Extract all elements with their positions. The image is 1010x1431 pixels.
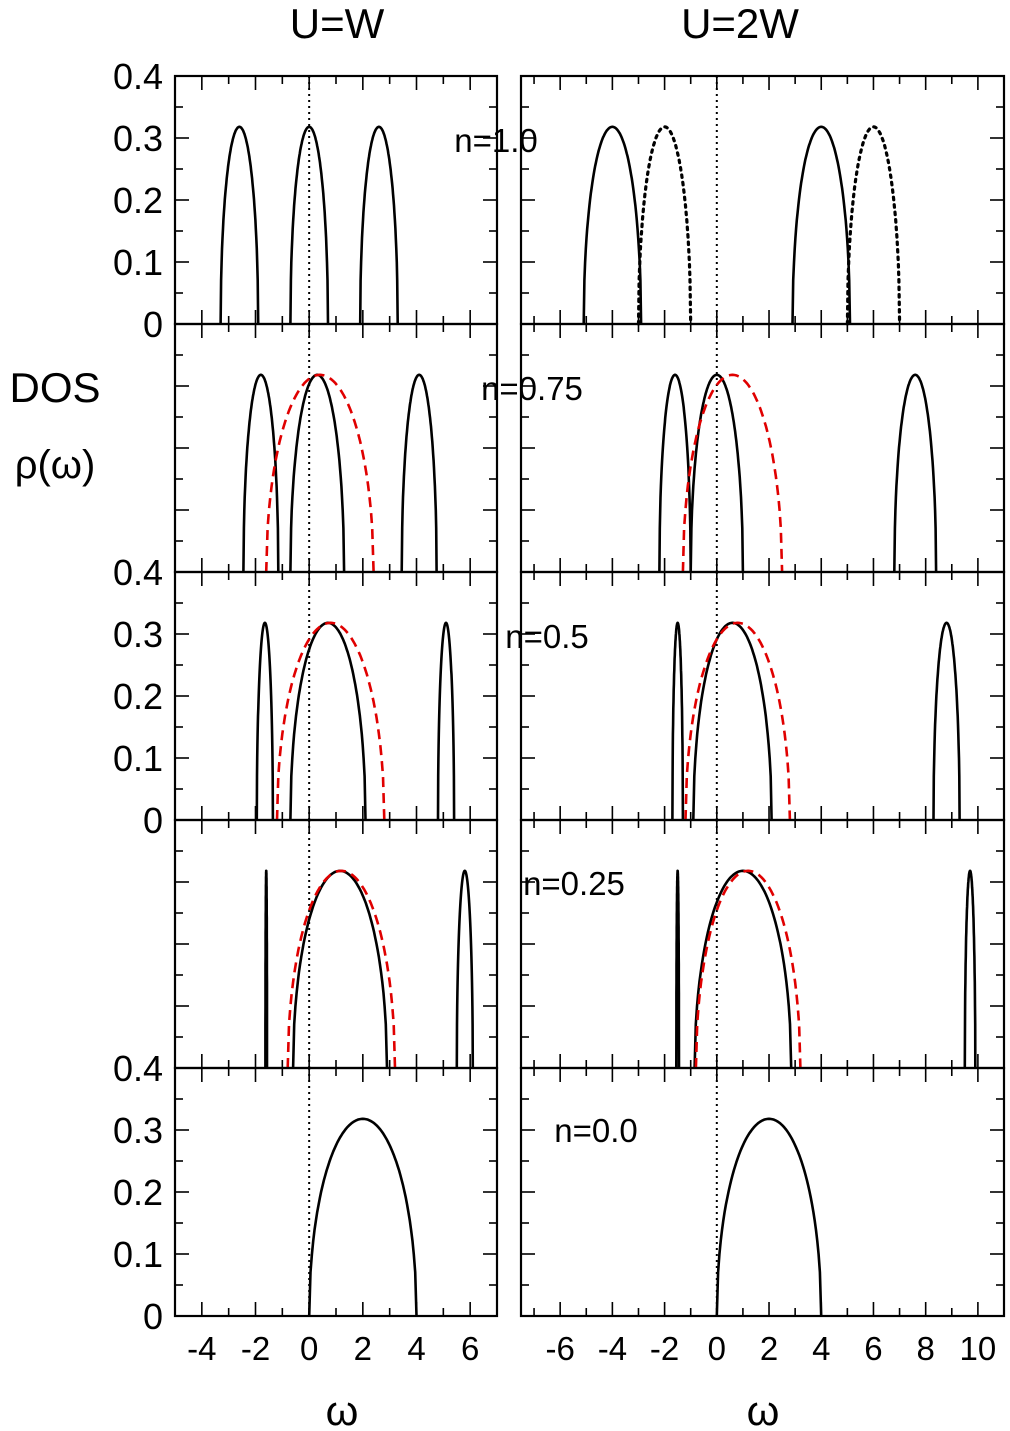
panel-u2w-row-2	[519, 570, 1006, 822]
y-tick-label: 0.4	[113, 56, 163, 97]
dos-band-dashed-red-3	[286, 869, 397, 1069]
column-title-left: U=W	[290, 0, 385, 47]
x-tick-label: -4	[187, 1330, 216, 1367]
x-tick-label: 2	[354, 1330, 372, 1367]
dos-band-dashed-red-3	[694, 869, 802, 1069]
dos-band-solid-1	[289, 373, 346, 573]
y-tick-label: 0	[143, 304, 163, 345]
dos-band-solid-0	[582, 125, 643, 325]
dos-band-solid-2	[400, 373, 438, 573]
dos-band-dotted-1	[636, 125, 693, 326]
y-tick-label: 0.3	[113, 614, 163, 655]
panel-frame	[519, 1066, 1006, 1318]
y-tick-label: 0	[143, 1296, 163, 1337]
dos-band-dashed-red-3	[264, 373, 375, 573]
dos-band-solid-0	[255, 621, 275, 821]
panel-u2w-row-4: -6 -4 -2 0 2 4 6 8 10	[519, 1066, 1006, 1367]
x-tick-label: 4	[407, 1330, 425, 1367]
panel-uw-row-4: n=0.000.10.20.30.4-4 -2 0 2 4 6	[113, 1048, 638, 1367]
dos-band-solid-0	[675, 869, 681, 1069]
panel-u2w-row-3	[519, 818, 1006, 1070]
panel-label-n: n=0.25	[523, 865, 625, 902]
x-tick-label: 4	[812, 1330, 830, 1367]
y-tick-label: 0.1	[113, 1234, 163, 1275]
y-tick-label: 0.1	[113, 738, 163, 779]
x-axis-label-left: ω	[326, 1387, 359, 1431]
y-tick-label: 0.4	[113, 1048, 163, 1089]
column-title-right: U=2W	[681, 0, 799, 47]
x-tick-label: 6	[461, 1330, 479, 1367]
panel-label-n: n=1.0	[454, 122, 538, 159]
panel-uw-row-0: n=1.0 0 0.1 0.2 0.3 0.4	[113, 56, 538, 345]
dos-band-solid-0	[671, 621, 685, 821]
panel-frame	[173, 818, 499, 1070]
dos-band-solid-1	[692, 621, 773, 821]
y-tick-label: 0.2	[113, 1172, 163, 1213]
dos-band-dashed-red-3	[275, 621, 386, 821]
panel-frame	[519, 74, 1006, 326]
dos-band-solid-0	[715, 1117, 823, 1317]
dos-band-solid-1	[689, 373, 745, 573]
dos-band-solid-1	[693, 869, 793, 1069]
x-tick-label: 0	[708, 1330, 726, 1367]
panel-uw-row-2: n=0.5 0 0.1 0.2 0.3 0.4	[113, 552, 589, 841]
panel-frame	[519, 818, 1006, 1070]
dos-band-solid-2	[963, 869, 977, 1069]
panel-label-n: n=0.75	[481, 370, 583, 407]
panel-uw-row-3: n=0.25	[173, 818, 625, 1070]
panel-u2w-row-0	[519, 74, 1006, 326]
dos-band-solid-1	[291, 869, 389, 1069]
dos-band-solid-0	[219, 125, 260, 325]
panel-u2w-row-1	[519, 322, 1006, 574]
y-tick-label: 0.1	[113, 242, 163, 283]
dos-band-solid-2	[436, 621, 456, 821]
y-tick-label: 0.2	[113, 180, 163, 221]
dos-band-dashed-red-3	[681, 373, 784, 573]
panel-frame	[173, 74, 499, 326]
dos-band-dashed-red-3	[684, 621, 792, 821]
panel-frame	[173, 570, 499, 822]
plot-area: n=1.0 0 0.1 0.2 0.3 0.4 n=0.75 n=0.5 0 0.1 0.2 0.3 0…	[113, 56, 1006, 1367]
dos-band-solid-2	[791, 125, 852, 325]
dos-band-solid-1	[289, 125, 330, 325]
dos-band-solid-2	[893, 373, 938, 573]
dos-band-solid-2	[358, 125, 399, 325]
panel-frame	[173, 322, 499, 574]
dos-band-solid-2	[932, 621, 961, 821]
y-tick-label: 0.2	[113, 676, 163, 717]
x-tick-label: -2	[650, 1330, 679, 1367]
x-tick-label: 2	[760, 1330, 778, 1367]
dos-band-solid-0	[242, 373, 280, 573]
y-tick-label: 0.4	[113, 552, 163, 593]
panel-label-n: n=0.0	[554, 1112, 638, 1149]
x-tick-label: -4	[598, 1330, 627, 1367]
x-tick-label: 6	[864, 1330, 882, 1367]
x-tick-label: 8	[916, 1330, 934, 1367]
dos-band-dotted-3	[845, 125, 902, 326]
y-axis-label-rho: ρ(ω)	[15, 443, 96, 487]
dos-band-solid-0	[307, 1117, 418, 1317]
x-axis-label-right: ω	[747, 1387, 780, 1431]
panel-label-n: n=0.5	[505, 618, 589, 655]
panel-frame	[173, 1066, 499, 1318]
y-tick-label: 0.3	[113, 118, 163, 159]
y-axis-label-dos: DOS	[9, 364, 100, 411]
y-tick-label: 0.3	[113, 1110, 163, 1151]
dos-band-solid-0	[264, 869, 269, 1068]
dos-band-solid-2	[455, 869, 475, 1069]
x-tick-label: 0	[300, 1330, 318, 1367]
y-tick-label: 0	[143, 800, 163, 841]
dos-band-solid-1	[289, 621, 367, 821]
x-tick-label: 10	[960, 1330, 997, 1367]
dos-band-solid-0	[658, 373, 692, 573]
x-tick-label: -6	[545, 1330, 574, 1367]
x-tick-label: -2	[241, 1330, 270, 1367]
